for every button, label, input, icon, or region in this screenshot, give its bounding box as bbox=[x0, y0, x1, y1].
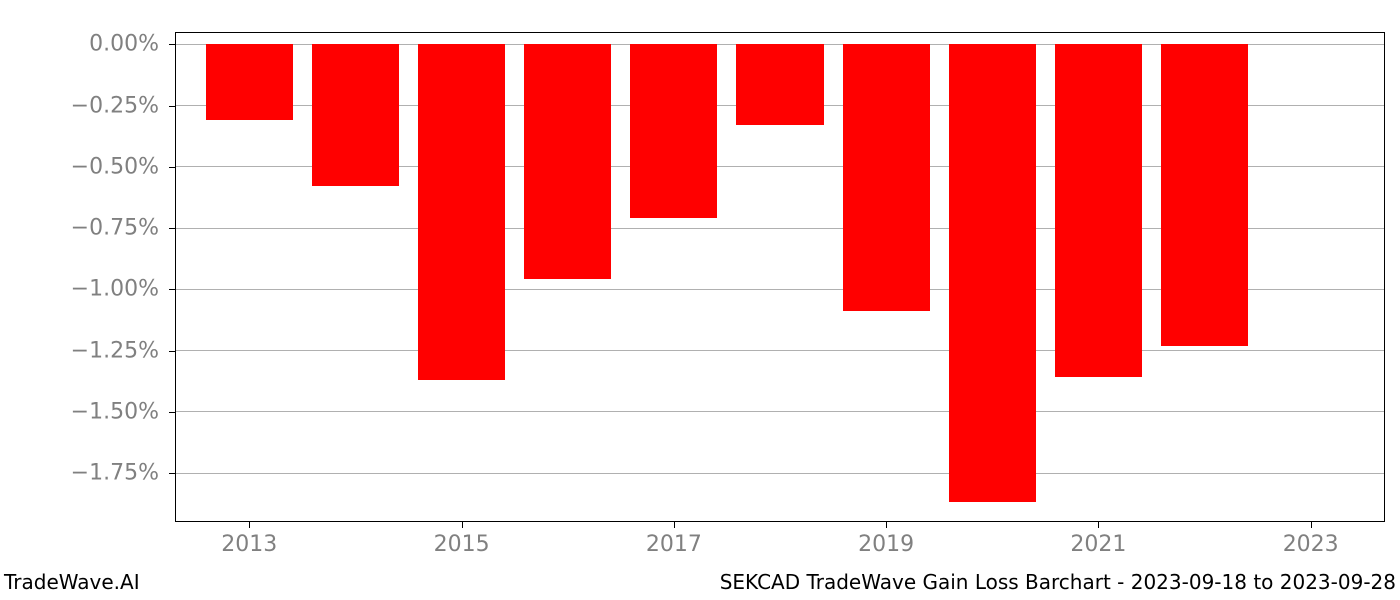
footer-caption: SEKCAD TradeWave Gain Loss Barchart - 20… bbox=[720, 570, 1396, 594]
bar bbox=[736, 44, 823, 125]
ytick-mark bbox=[169, 412, 175, 413]
bar bbox=[949, 44, 1036, 502]
bar bbox=[1055, 44, 1142, 377]
ytick-label: −0.50% bbox=[0, 154, 159, 179]
bar bbox=[418, 44, 505, 380]
bar bbox=[206, 44, 293, 120]
plot-spine-top bbox=[175, 32, 1385, 33]
chart-container: TradeWave.AI SEKCAD TradeWave Gain Loss … bbox=[0, 0, 1400, 600]
xtick-mark bbox=[249, 522, 250, 528]
footer-brand: TradeWave.AI bbox=[4, 570, 140, 594]
ytick-label: −0.25% bbox=[0, 93, 159, 118]
plot-area bbox=[175, 32, 1385, 522]
bar bbox=[843, 44, 930, 311]
xtick-label: 2021 bbox=[1070, 532, 1126, 557]
xtick-label: 2015 bbox=[434, 532, 490, 557]
gridline-y bbox=[175, 350, 1385, 351]
ytick-mark bbox=[169, 44, 175, 45]
xtick-mark bbox=[1098, 522, 1099, 528]
ytick-mark bbox=[169, 289, 175, 290]
gridline-y bbox=[175, 473, 1385, 474]
ytick-label: −1.25% bbox=[0, 338, 159, 363]
bar bbox=[524, 44, 611, 279]
ytick-mark bbox=[169, 228, 175, 229]
ytick-mark bbox=[169, 167, 175, 168]
ytick-mark bbox=[169, 473, 175, 474]
xtick-label: 2017 bbox=[646, 532, 702, 557]
xtick-mark bbox=[462, 522, 463, 528]
ytick-label: 0.00% bbox=[0, 32, 159, 57]
gridline-y bbox=[175, 411, 1385, 412]
ytick-label: −1.00% bbox=[0, 277, 159, 302]
ytick-label: −1.75% bbox=[0, 461, 159, 486]
xtick-mark bbox=[674, 522, 675, 528]
bar bbox=[312, 44, 399, 186]
ytick-label: −0.75% bbox=[0, 216, 159, 241]
bar bbox=[1161, 44, 1248, 345]
bar bbox=[630, 44, 717, 218]
ytick-mark bbox=[169, 106, 175, 107]
xtick-mark bbox=[886, 522, 887, 528]
xtick-label: 2013 bbox=[221, 532, 277, 557]
plot-spine-right bbox=[1384, 32, 1385, 522]
xtick-label: 2019 bbox=[858, 532, 914, 557]
ytick-label: −1.50% bbox=[0, 399, 159, 424]
xtick-label: 2023 bbox=[1283, 532, 1339, 557]
plot-spine-bottom bbox=[175, 521, 1385, 522]
ytick-mark bbox=[169, 351, 175, 352]
plot-spine-left bbox=[175, 32, 176, 522]
xtick-mark bbox=[1311, 522, 1312, 528]
